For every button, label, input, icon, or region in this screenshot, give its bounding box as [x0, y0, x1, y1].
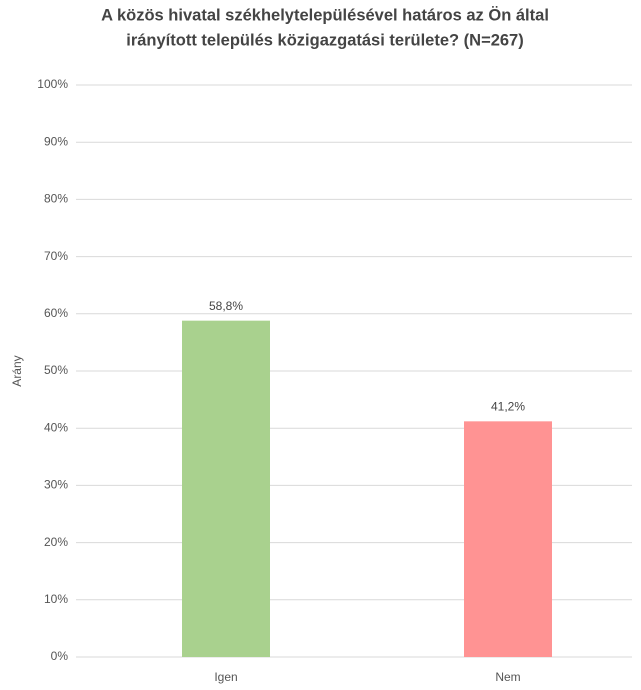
y-tick-label: 50%: [44, 363, 68, 377]
y-tick-label: 10%: [44, 592, 68, 606]
y-tick-label: 0%: [51, 649, 69, 663]
x-tick-label: Igen: [214, 670, 237, 684]
data-label: 41,2%: [491, 400, 525, 414]
bar: [182, 320, 270, 657]
bar: [464, 421, 552, 657]
y-tick-label: 100%: [37, 77, 68, 91]
y-tick-label: 90%: [44, 134, 68, 148]
y-tick-label: 80%: [44, 192, 68, 206]
y-tick-label: 60%: [44, 306, 68, 320]
y-tick-label: 30%: [44, 478, 68, 492]
y-tick-label: 40%: [44, 420, 68, 434]
y-tick-label: 20%: [44, 535, 68, 549]
data-label: 58,8%: [209, 299, 243, 313]
chart-title: A közös hivatal székhelytelepülésével ha…: [101, 5, 549, 24]
y-tick-label: 70%: [44, 249, 68, 263]
x-tick-label: Nem: [495, 670, 520, 684]
y-axis-label: Arány: [10, 355, 24, 386]
chart-title: irányított település közigazgatási terül…: [126, 31, 523, 49]
